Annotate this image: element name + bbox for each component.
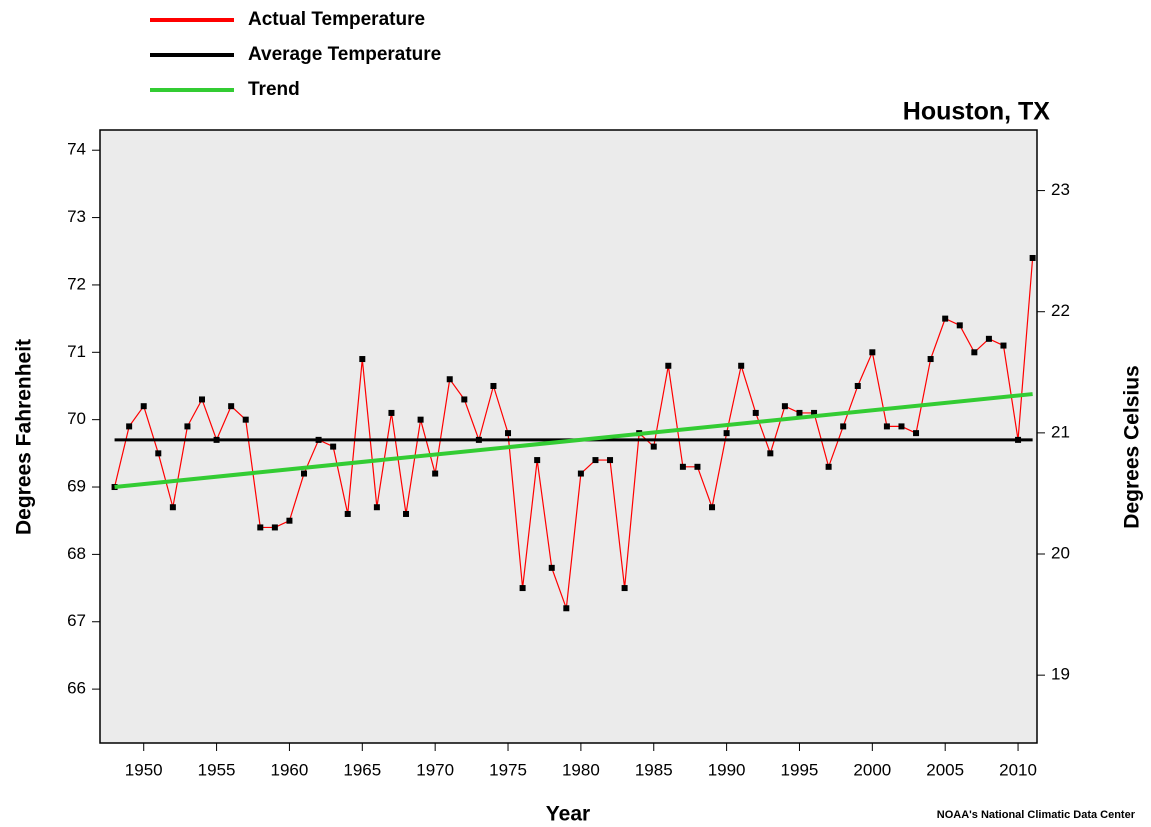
data-point [490,382,497,389]
x-axis-label: Year [546,803,590,826]
data-point [956,322,963,329]
data-point [767,450,774,457]
data-point [738,362,745,369]
data-point [898,423,905,430]
data-point [679,463,686,470]
data-point [854,382,861,389]
data-point [971,349,978,356]
data-point [811,409,818,416]
x-tick-label: 1975 [489,760,527,779]
data-point [184,423,191,430]
data-point [519,585,526,592]
data-point [665,362,672,369]
data-point [577,470,584,477]
data-point [840,423,847,430]
data-point [271,524,278,531]
y-axis-label: Degrees Fahrenheit [13,339,36,535]
legend-label: Average Temperature [248,44,441,65]
data-point [548,564,555,571]
legend-label: Trend [248,79,300,100]
y-tick-label: 71 [67,342,86,361]
y-tick-label: 74 [67,140,86,159]
y-tick-label: 67 [67,611,86,630]
data-point [723,430,730,437]
credit: NOAA's National Climatic Data Center [937,809,1136,821]
data-point [403,510,410,517]
data-point [228,403,235,410]
y-tick-label: 66 [67,679,86,698]
legend-label: Actual Temperature [248,9,425,30]
data-point [388,409,395,416]
data-point [286,517,293,524]
data-point [446,376,453,383]
data-point [373,504,380,511]
x-tick-label: 2000 [853,760,891,779]
y-tick-label: 68 [67,544,86,563]
data-point [199,396,206,403]
data-point [563,605,570,612]
x-tick-label: 2010 [999,760,1037,779]
y-tick-label: 70 [67,409,86,428]
data-point [432,470,439,477]
y2-axis-label: Degrees Celsius [1121,365,1144,528]
data-point [155,450,162,457]
data-point [301,470,308,477]
y2-tick-label: 23 [1051,180,1070,199]
x-tick-label: 1960 [271,760,309,779]
data-point [650,443,657,450]
y-tick-label: 72 [67,274,86,293]
y-tick-label: 73 [67,207,86,226]
data-point [330,443,337,450]
data-point [913,430,920,437]
data-point [417,416,424,423]
data-point [942,315,949,322]
plot-area [99,129,1038,744]
data-point [985,335,992,342]
series-line [113,257,1034,609]
x-tick-label: 1955 [198,760,236,779]
x-tick-label: 1995 [781,760,819,779]
data-point [869,349,876,356]
data-point [126,423,133,430]
data-point [505,430,512,437]
data-point [796,409,803,416]
data-point [607,457,614,464]
x-tick-label: 1990 [708,760,746,779]
data-point [592,457,599,464]
chart-title: Houston, TX [903,98,1051,126]
data-point [534,457,541,464]
y2-tick-label: 19 [1051,665,1070,684]
data-point [883,423,890,430]
x-tick-label: 1965 [343,760,381,779]
x-tick-label: 1980 [562,760,600,779]
data-point [1029,254,1036,261]
x-tick-label: 2005 [926,760,964,779]
data-point [169,504,176,511]
x-tick-label: 1985 [635,760,673,779]
y2-tick-label: 20 [1051,543,1070,562]
data-point [359,356,366,363]
data-point [257,524,264,531]
y-tick-label: 69 [67,477,86,496]
data-point [242,416,249,423]
x-tick-label: 1970 [416,760,454,779]
data-point [461,396,468,403]
data-point [781,403,788,410]
y2-tick-label: 22 [1051,301,1070,320]
data-point [344,510,351,517]
y2-tick-label: 21 [1051,422,1070,441]
series-line [114,392,1033,490]
data-point [709,504,716,511]
data-point [927,356,934,363]
x-tick-label: 1950 [125,760,163,779]
data-point [1000,342,1007,349]
data-point [825,463,832,470]
data-point [140,403,147,410]
data-point [621,585,628,592]
data-point [752,409,759,416]
data-point [694,463,701,470]
